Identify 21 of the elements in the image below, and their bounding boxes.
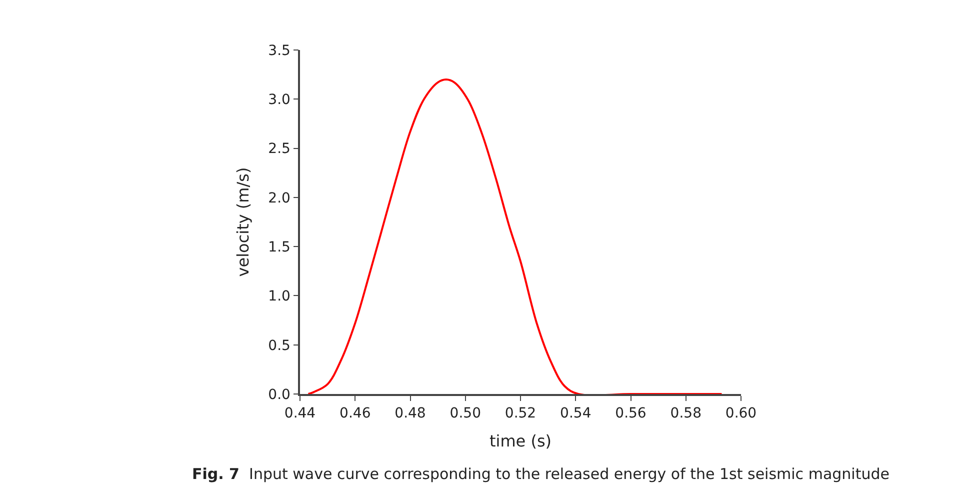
y-axis-title: velocity (m/s) (234, 167, 253, 277)
y-tick-label: 0.5 (268, 338, 290, 354)
line-series (307, 78, 723, 394)
x-tick-label: 0.54 (560, 406, 592, 422)
y-tick-label: 1.5 (268, 239, 290, 256)
x-tick-label: 0.58 (670, 406, 702, 422)
y-tick-label: 2.0 (268, 190, 290, 206)
caption: Fig. 7 Input wave curve corresponding to the released energy of the 1st seismic magnitude (192, 465, 890, 483)
x-tick-label: 0.60 (725, 406, 757, 422)
x-tick-label: 0.50 (450, 406, 481, 422)
y-tick-label: 0.0 (268, 386, 290, 403)
y-tick-label: 1.0 (268, 288, 290, 305)
x-tick-label: 0.56 (615, 406, 646, 422)
x-axis-title: time (s) (489, 432, 552, 451)
x-tick-label: 0.48 (394, 406, 426, 422)
x-tick-label: 0.52 (504, 406, 536, 422)
x-tick-label: 0.44 (284, 406, 316, 422)
x-tick-label: 0.46 (340, 406, 371, 422)
y-tick-label: 2.5 (268, 141, 290, 158)
y-tick-label: 3.0 (268, 92, 290, 108)
y-tick-label: 3.5 (268, 42, 290, 59)
